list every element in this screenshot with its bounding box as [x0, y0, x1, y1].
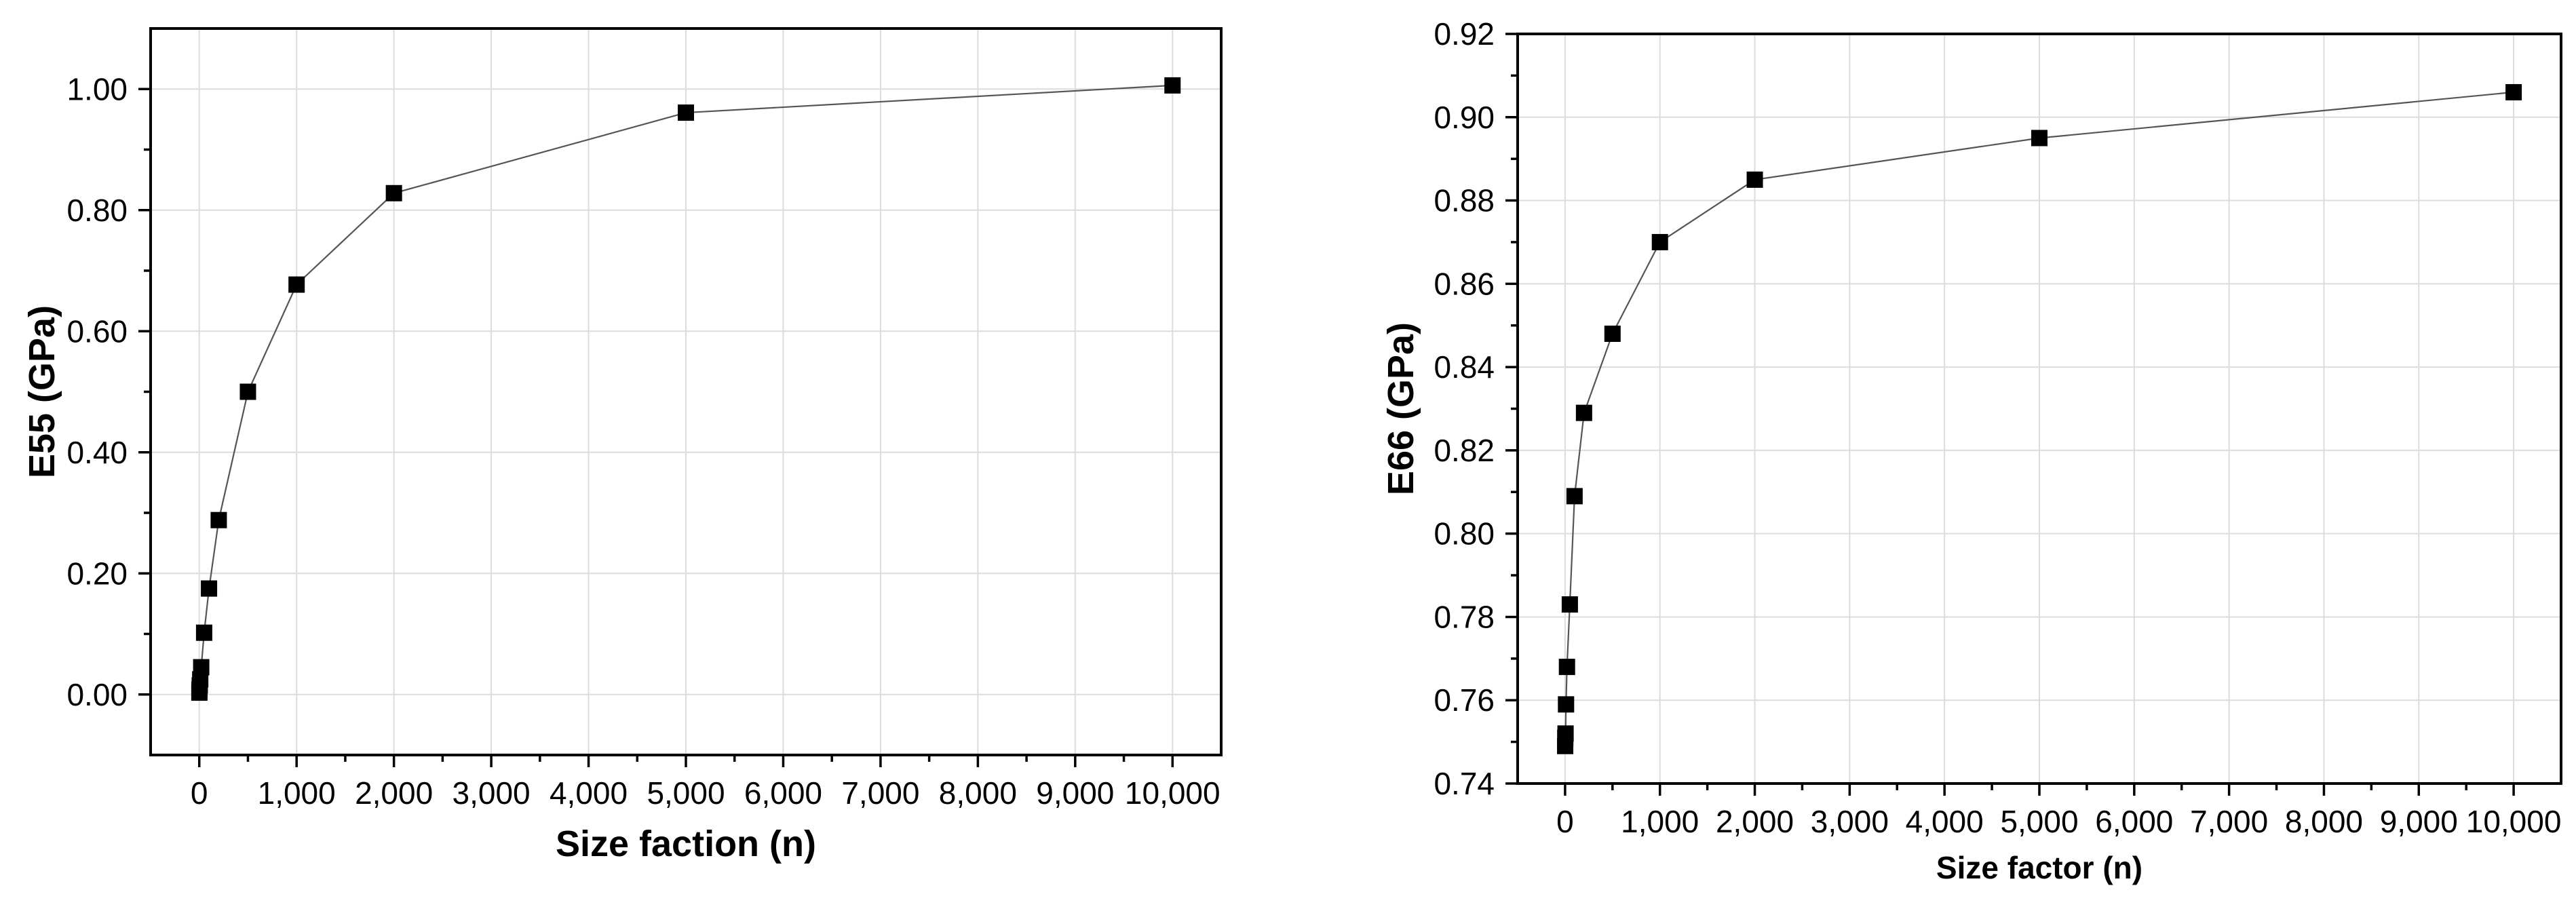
data-point [239, 383, 256, 400]
x-tick-label: 7,000 [2190, 804, 2268, 839]
y-tick-label: 1.00 [66, 71, 128, 107]
x-tick-label: 9,000 [2380, 804, 2458, 839]
x-tick-label: 0 [191, 775, 208, 811]
data-point [195, 624, 212, 641]
x-tick-label: 1,000 [1621, 804, 1699, 839]
gridlines [151, 28, 1221, 755]
x-axis-title: Size faction (n) [556, 824, 816, 864]
data-point [1558, 696, 1575, 713]
y-tick-label: 0.80 [66, 193, 128, 228]
x-tick-label: 0 [1556, 804, 1574, 839]
x-tick-label: 3,000 [1811, 804, 1889, 839]
y-tick-label: 0.80 [1434, 516, 1495, 552]
chart-e55: 0 1,000 2,000 3,000 4,000 5,000 6,000 7,000 8,00… [22, 27, 1223, 864]
x-tick-label: 2,000 [1716, 804, 1794, 839]
x-tick-label: 4,000 [1906, 804, 1984, 839]
y-tick-label: 0.76 [1434, 682, 1495, 718]
data-point [1604, 326, 1621, 342]
data-point [1164, 77, 1181, 94]
data-point [2031, 130, 2048, 147]
chart-e66: 0 1,000 2,000 3,000 4,000 5,000 6,000 7,000 8,00… [1381, 16, 2562, 885]
data-point [1561, 596, 1578, 613]
y-tick-label: 0.90 [1434, 100, 1495, 135]
data-point [2505, 83, 2522, 100]
data-point [1566, 488, 1583, 505]
gridlines [1518, 33, 2561, 784]
x-tick-label: 8,000 [939, 775, 1017, 811]
y-tick-label: 0.88 [1434, 183, 1495, 218]
data-point [1651, 233, 1668, 250]
series [1557, 83, 2522, 754]
y-tick-label: 0.92 [1434, 16, 1495, 52]
y-tick-label: 0.74 [1434, 766, 1495, 801]
x-axis-title: Size factor (n) [1936, 850, 2142, 885]
y-axis: 0.74 0.76 0.78 0.80 0.82 0.84 0.86 0.88 0.90 0.92 [1434, 16, 1518, 801]
x-tick-label: 4,000 [550, 775, 628, 811]
y-tick-label: 0.00 [66, 677, 128, 712]
y-tick-label: 0.84 [1434, 349, 1495, 385]
x-tick-label: 1,000 [258, 775, 336, 811]
x-tick-label: 5,000 [647, 775, 725, 811]
data-point [288, 276, 305, 293]
y-axis-title: E66 (GPa) [1381, 322, 1421, 495]
y-tick-label: 0.78 [1434, 599, 1495, 634]
data-point [1575, 404, 1592, 421]
x-tick-label: 5,000 [2000, 804, 2078, 839]
x-tick-label: 10,000 [2466, 804, 2562, 839]
data-point [193, 659, 210, 676]
x-tick-label: 6,000 [744, 775, 822, 811]
data-point [201, 580, 218, 597]
x-tick-label: 6,000 [2095, 804, 2173, 839]
x-tick-label: 8,000 [2285, 804, 2363, 839]
x-tick-label: 9,000 [1036, 775, 1114, 811]
y-tick-label: 0.86 [1434, 266, 1495, 301]
x-axis: 0 1,000 2,000 3,000 4,000 5,000 6,000 7,000 8,00… [1556, 784, 2561, 839]
series [191, 77, 1181, 701]
y-tick-label: 0.20 [66, 556, 128, 591]
data-point [678, 104, 694, 121]
data-point [1746, 171, 1763, 188]
y-axis: 0.00 0.20 0.40 0.60 0.80 1.00 [66, 71, 151, 712]
data-point [1558, 659, 1575, 676]
x-tick-label: 7,000 [841, 775, 919, 811]
data-point [385, 185, 402, 201]
x-tick-label: 3,000 [453, 775, 531, 811]
y-tick-label: 0.40 [66, 435, 128, 470]
y-tick-label: 0.82 [1434, 433, 1495, 468]
x-axis: 0 1,000 2,000 3,000 4,000 5,000 6,000 7,000 8,00… [191, 755, 1220, 811]
x-tick-label: 2,000 [355, 775, 433, 811]
data-point [210, 511, 227, 528]
data-point [1557, 725, 1574, 742]
y-tick-label: 0.60 [66, 313, 128, 349]
x-tick-label: 10,000 [1125, 775, 1220, 811]
y-axis-title: E55 (GPa) [22, 305, 62, 478]
